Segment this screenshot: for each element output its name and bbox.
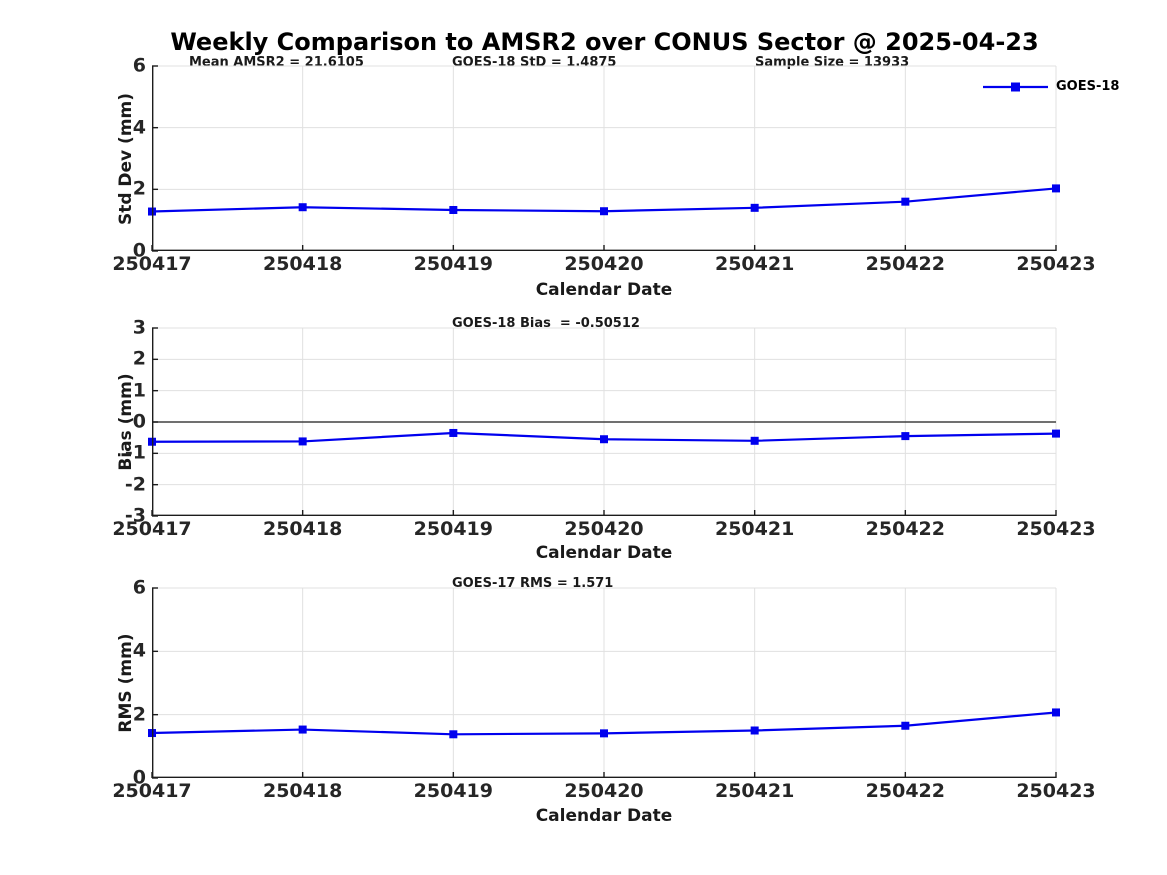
chart-bias: GOES-18 Bias = -0.50512 Bias (mm) -3 -2 -1… bbox=[0, 317, 1167, 564]
data-point-marker bbox=[901, 197, 910, 206]
legend-marker-icon bbox=[1011, 82, 1020, 91]
y-tick-label: 2 bbox=[132, 177, 146, 200]
x-tick-label: 250420 bbox=[564, 780, 644, 802]
data-point-marker bbox=[298, 437, 307, 446]
data-point-marker bbox=[750, 726, 759, 735]
x-tick-label: 250417 bbox=[112, 780, 192, 802]
plot-area-rms bbox=[148, 587, 1060, 779]
annotation-goes18-bias: GOES-18 Bias = -0.50512 bbox=[452, 316, 640, 331]
data-point-marker bbox=[449, 205, 458, 214]
data-point-marker bbox=[1052, 708, 1060, 717]
annotation-goes17-rms: GOES-17 RMS = 1.571 bbox=[452, 576, 614, 591]
x-tick-label: 250417 bbox=[112, 518, 192, 540]
x-tick-label: 250419 bbox=[413, 253, 493, 275]
y-tick-label: 4 bbox=[132, 116, 146, 139]
x-tick-label: 250420 bbox=[564, 518, 644, 540]
y-tick-label: 0 bbox=[132, 239, 146, 262]
x-tick-label: 250423 bbox=[1016, 253, 1096, 275]
data-point-marker bbox=[750, 203, 759, 212]
y-tick-label: 2 bbox=[132, 703, 146, 726]
y-tick-label: -1 bbox=[124, 441, 146, 464]
legend-label: GOES-18 bbox=[1056, 79, 1120, 94]
x-axis-ticks-rms: 250417 250418 250419 250420 250421 250422 2504… bbox=[112, 780, 1095, 802]
plot-area-bias bbox=[148, 327, 1060, 517]
y-tick-label: 6 bbox=[132, 576, 146, 599]
y-tick-label: 6 bbox=[132, 54, 146, 77]
x-tick-label: 250421 bbox=[714, 253, 795, 275]
x-tick-label: 250422 bbox=[865, 780, 945, 802]
y-tick-label: -3 bbox=[124, 504, 146, 527]
data-point-marker bbox=[298, 203, 307, 212]
y-tick-label: 1 bbox=[132, 379, 146, 402]
x-tick-label: 250422 bbox=[865, 518, 945, 540]
y-tick-label: 2 bbox=[132, 347, 146, 370]
y-tick-label: -2 bbox=[124, 473, 146, 496]
legend-line-sample bbox=[983, 82, 1048, 91]
y-axis-ticks-rms: 0 2 4 6 bbox=[0, 578, 146, 787]
x-tick-label: 250418 bbox=[262, 253, 343, 275]
data-point-marker bbox=[600, 207, 608, 216]
y-tick-label: 0 bbox=[132, 410, 146, 433]
data-point-marker bbox=[449, 730, 458, 739]
data-point-marker bbox=[750, 436, 759, 445]
data-point-marker bbox=[449, 428, 458, 437]
figure-title: Weekly Comparison to AMSR2 over CONUS Se… bbox=[170, 28, 1039, 56]
data-point-marker bbox=[1052, 184, 1060, 193]
x-tick-label: 250418 bbox=[262, 780, 343, 802]
x-axis-ticks-stddev: 250417 250418 250419 250420 250421 250422 2504… bbox=[112, 253, 1095, 275]
x-tick-label: 250421 bbox=[714, 518, 795, 540]
x-tick-label: 250422 bbox=[865, 253, 945, 275]
x-tick-label: 250421 bbox=[714, 780, 795, 802]
y-axis-ticks-stddev: 0 2 4 6 bbox=[0, 56, 146, 260]
legend: GOES-18 bbox=[983, 79, 1119, 94]
x-tick-label: 250419 bbox=[413, 518, 493, 540]
x-axis-label-rms: Calendar Date bbox=[535, 806, 673, 826]
y-axis-ticks-bias: -3 -2 -1 0 1 2 3 bbox=[0, 318, 146, 525]
x-tick-label: 250419 bbox=[413, 780, 493, 802]
data-point-marker bbox=[298, 725, 307, 734]
data-point-marker bbox=[600, 435, 608, 444]
y-tick-label: 0 bbox=[132, 766, 146, 789]
data-point-marker bbox=[901, 432, 910, 441]
x-axis-ticks-bias: 250417 250418 250419 250420 250421 250422 2504… bbox=[112, 518, 1095, 540]
x-axis-label-stddev: Calendar Date bbox=[535, 280, 673, 300]
data-point-marker bbox=[600, 729, 608, 738]
x-axis-label-bias: Calendar Date bbox=[535, 543, 673, 563]
plot-area-stddev bbox=[148, 65, 1060, 252]
x-tick-label: 250423 bbox=[1016, 780, 1096, 802]
x-tick-label: 250417 bbox=[112, 253, 192, 275]
x-tick-label: 250423 bbox=[1016, 518, 1096, 540]
x-tick-label: 250420 bbox=[564, 253, 644, 275]
y-tick-label: 3 bbox=[132, 316, 146, 339]
chart-stddev: Mean AMSR2 = 21.6105 GOES-18 StD = 1.487… bbox=[0, 56, 1167, 301]
data-point-marker bbox=[1052, 429, 1060, 438]
x-tick-label: 250418 bbox=[262, 518, 343, 540]
y-tick-label: 4 bbox=[132, 639, 146, 662]
data-point-marker bbox=[901, 721, 910, 730]
